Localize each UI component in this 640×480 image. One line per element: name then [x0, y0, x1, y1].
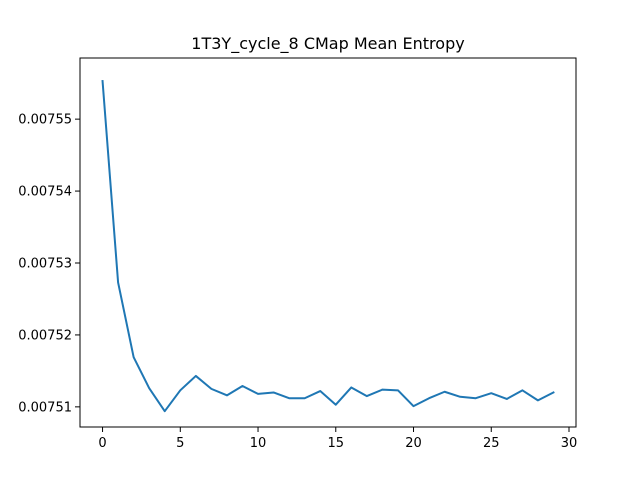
x-tick-label: 0: [98, 436, 106, 451]
y-axis: 0.00751 0.00752 0.00753 0.00754 0.00755: [18, 113, 80, 415]
chart-title: 1T3Y_cycle_8 CMap Mean Entropy: [191, 34, 464, 54]
plot-frame: [79, 57, 577, 428]
y-tick-label: 0.00751: [18, 400, 72, 415]
y-tick-label: 0.00754: [18, 185, 72, 200]
x-tick-label: 5: [176, 436, 184, 451]
x-tick-label: 15: [328, 436, 345, 451]
x-axis: 0 5 10 15 20 25 30: [98, 427, 577, 451]
y-tick-label: 0.00752: [18, 328, 72, 343]
y-tick-label: 0.00755: [18, 113, 72, 128]
x-tick-label: 10: [250, 436, 267, 451]
y-tick-label: 0.00753: [18, 257, 72, 272]
x-tick-label: 20: [405, 436, 422, 451]
series-line: [101, 79, 555, 413]
plot-lines: [101, 79, 555, 413]
x-tick-label: 30: [561, 436, 578, 451]
x-tick-label: 25: [483, 436, 500, 451]
